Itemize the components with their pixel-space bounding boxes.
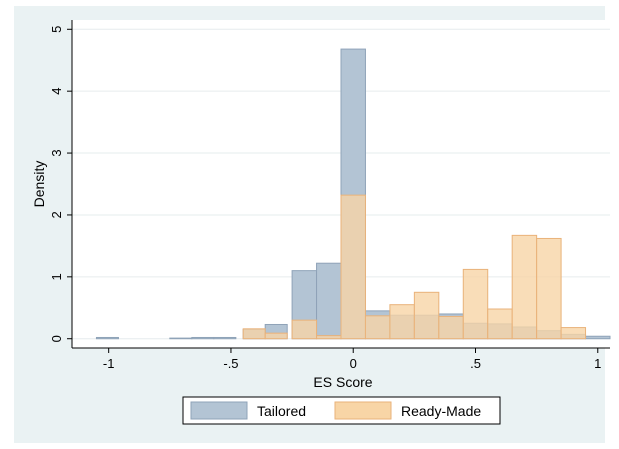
y-tick-label: 5 (49, 26, 64, 33)
y-tick-label: 1 (49, 273, 64, 280)
bar-tailored (213, 336, 237, 340)
bar-ready-made (560, 327, 587, 340)
bar-ready-made (462, 268, 489, 340)
legend-label-tailored: Tailored (257, 403, 306, 419)
legend-swatch-tailored (190, 401, 248, 420)
bar-ready-made (487, 308, 513, 340)
bar-ready-made (316, 335, 342, 340)
bars-ready-made (242, 194, 587, 340)
x-tick-label: -1 (103, 356, 115, 371)
bar-tailored (585, 335, 611, 340)
bar-ready-made (438, 315, 464, 340)
x-tick-label: -.5 (223, 356, 238, 371)
y-tick-label: 0 (49, 335, 64, 342)
y-axis-label: Density (31, 161, 47, 208)
bar-tailored (316, 262, 342, 340)
bar-ready-made (264, 332, 288, 340)
bar-tailored (95, 336, 119, 340)
bar-ready-made (413, 291, 440, 340)
bar-ready-made (340, 194, 366, 340)
bar-ready-made (364, 315, 391, 340)
legend-swatch-ready-made (334, 401, 392, 420)
x-tick-label: 0 (350, 356, 357, 371)
legend: Tailored Ready-Made (182, 396, 501, 425)
x-axis-label: ES Score (313, 374, 372, 390)
x-tick-label: .5 (470, 356, 481, 371)
y-tick-label: 4 (49, 88, 64, 95)
y-axis-ticks: 0 1 2 3 4 5 (49, 26, 72, 342)
bar-ready-made (242, 328, 266, 340)
bar-ready-made (291, 319, 318, 340)
legend-label-ready-made: Ready-Made (401, 403, 481, 419)
x-tick-label: 1 (594, 356, 601, 371)
bar-tailored (191, 336, 215, 340)
x-axis-ticks: -1 -.5 0 .5 1 (103, 348, 601, 371)
y-tick-label: 2 (49, 211, 64, 218)
bar-ready-made (389, 304, 415, 340)
y-tick-label: 3 (49, 149, 64, 156)
bar-ready-made (536, 237, 562, 340)
bar-ready-made (511, 234, 538, 340)
bar-tailored (169, 337, 193, 340)
